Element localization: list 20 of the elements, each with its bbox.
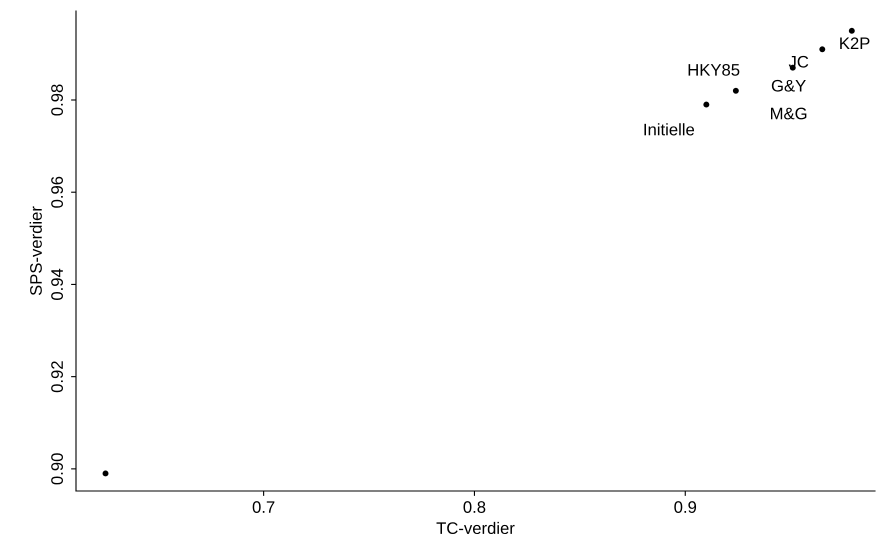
annotation: HKY85 (688, 64, 740, 76)
point (848, 28, 855, 34)
annotation: G&Y (772, 80, 806, 92)
point (732, 88, 739, 94)
x-axis-title: TC-verdier (436, 522, 515, 534)
y-tick-label: 0.94 (51, 268, 63, 300)
annotation: M&G (771, 108, 806, 120)
point (819, 46, 826, 52)
y-tick-label: 0.98 (51, 84, 63, 116)
annotation: K2P (840, 37, 870, 50)
annotation: Initielle (644, 123, 694, 136)
y-tick-label: 0.90 (51, 453, 63, 484)
x-tick-label: 0.8 (464, 501, 486, 513)
y-tick-label: 0.92 (51, 361, 63, 392)
point (703, 102, 710, 108)
point (102, 470, 108, 476)
x-tick-label: 0.7 (252, 501, 274, 513)
y-tick-label: 0.96 (51, 176, 63, 208)
x-tick-label: 0.9 (674, 501, 696, 513)
y-axis-title: SPS-verdier (30, 206, 42, 296)
